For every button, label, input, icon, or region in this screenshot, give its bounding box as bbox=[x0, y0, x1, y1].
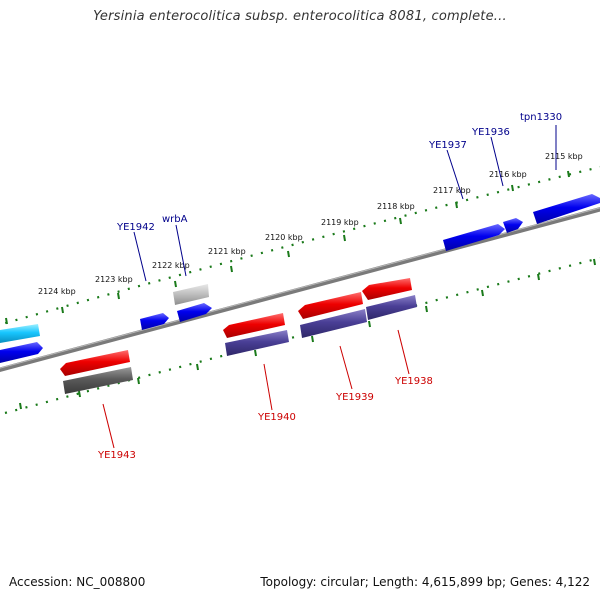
kbp-label-2122: 2122 kbp bbox=[152, 261, 190, 270]
kbp-label-2118: 2118 kbp bbox=[377, 202, 415, 211]
map-title: Yersinia enterocolitica subsp. enterocol… bbox=[93, 9, 507, 24]
gene-arrow-ye1937[interactable] bbox=[443, 224, 505, 251]
outer-major-ticks bbox=[5, 170, 570, 325]
feature-block-purple-1[interactable] bbox=[366, 295, 417, 320]
feature-block-purple-2[interactable] bbox=[300, 309, 367, 338]
kbp-label-2119: 2119 kbp bbox=[321, 218, 359, 227]
kbp-label-2121: 2121 kbp bbox=[208, 247, 246, 256]
gene-label-ye1940[interactable]: YE1940 bbox=[257, 412, 296, 423]
outer-tick-ring bbox=[0, 165, 600, 326]
gene-label-ye1942[interactable]: YE1942 bbox=[116, 222, 155, 233]
kbp-label-2120: 2120 kbp bbox=[265, 233, 303, 242]
label-leader-lines bbox=[102, 125, 557, 449]
gene-arrow-ye1939[interactable] bbox=[298, 292, 363, 319]
gene-label-ye1939[interactable]: YE1939 bbox=[335, 392, 374, 403]
topology-text: Topology: circular; Length: 4,615,899 bp… bbox=[260, 575, 590, 589]
genome-backbone-highlight bbox=[0, 207, 600, 369]
gene-arrow-ye1940[interactable] bbox=[223, 313, 285, 338]
gene-arrow-edge-blue[interactable] bbox=[0, 342, 43, 363]
gene-arrow-edge-cyan[interactable] bbox=[0, 324, 40, 343]
gene-label-tpn1330[interactable]: tpn1330 bbox=[520, 112, 562, 123]
inner-major-ticks bbox=[19, 258, 596, 410]
gene-arrow-grey[interactable] bbox=[173, 284, 209, 305]
kbp-label-2124: 2124 kbp bbox=[38, 287, 76, 296]
gene-label-wrbA[interactable]: wrbA bbox=[162, 214, 188, 225]
gene-arrow-tpn1330[interactable] bbox=[533, 194, 600, 224]
gene-label-ye1938[interactable]: YE1938 bbox=[394, 376, 433, 387]
gene-label-ye1943[interactable]: YE1943 bbox=[97, 450, 136, 461]
gene-arrow-ye1938[interactable] bbox=[362, 278, 412, 300]
gene-arrow-ye1942[interactable] bbox=[140, 313, 169, 330]
accession-text: Accession: NC_008800 bbox=[9, 575, 146, 589]
gene-arrow-wrbA[interactable] bbox=[177, 303, 212, 322]
gene-label-ye1937[interactable]: YE1937 bbox=[428, 140, 467, 151]
kbp-label-2117: 2117 kbp bbox=[433, 186, 471, 195]
gene-arrow-ye1936[interactable] bbox=[503, 218, 523, 233]
feature-block-dark[interactable] bbox=[63, 367, 133, 394]
gene-label-ye1936[interactable]: YE1936 bbox=[471, 127, 510, 138]
kbp-label-2116: 2116 kbp bbox=[489, 170, 527, 179]
kbp-label-2115: 2115 kbp bbox=[545, 152, 583, 161]
genome-backbone bbox=[0, 207, 600, 372]
kbp-label-2123: 2123 kbp bbox=[95, 275, 133, 284]
gene-arrow-ye1943[interactable] bbox=[60, 350, 130, 376]
inner-tick-ring bbox=[4, 256, 600, 415]
feature-block-purple-3[interactable] bbox=[225, 330, 289, 356]
